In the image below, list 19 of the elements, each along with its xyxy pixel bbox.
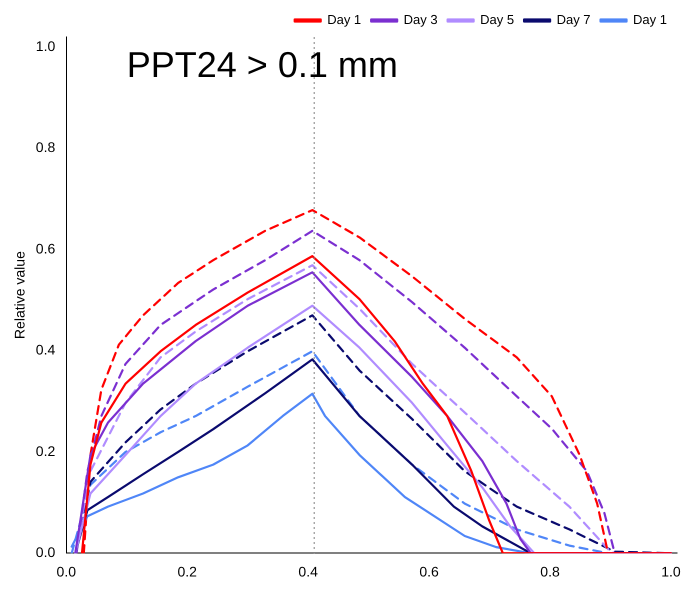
y-tick-label: 0.8 (36, 139, 56, 156)
legend-label: Day 3 (404, 12, 438, 28)
chart-title: PPT24 > 0.1 mm (126, 44, 398, 85)
x-tick-label: 0.6 (419, 563, 440, 580)
y-tick-label: 1.0 (36, 38, 56, 54)
x-tick-label: 1.0 (661, 563, 681, 580)
legend-label: Day 5 (480, 12, 514, 28)
y-tick-label: 0.6 (36, 240, 56, 256)
y-tick-label: 0.4 (36, 342, 56, 358)
x-tick-label: 0.4 (298, 563, 318, 580)
legend-label: Day 1 (327, 12, 362, 28)
legend-label: Day 7 (556, 12, 591, 28)
y-tick-label: 0.0 (36, 544, 56, 560)
x-tick-label: 0.8 (540, 563, 560, 580)
x-tick-label: 0.2 (177, 563, 198, 580)
y-axis-title: Relative value (11, 250, 28, 340)
y-tick-label: 0.2 (36, 442, 56, 459)
legend-label: Day 1 (633, 12, 668, 28)
x-tick-label: 0.0 (56, 563, 76, 580)
